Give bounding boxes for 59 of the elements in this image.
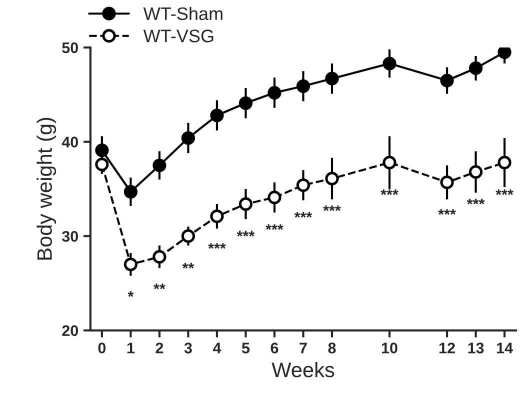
point [325, 172, 339, 186]
point [238, 197, 253, 211]
point [382, 56, 396, 70]
legend-label: WT-Sham [143, 6, 222, 20]
point [210, 108, 224, 122]
annotation: *** [380, 189, 398, 195]
x-axis-title: Weeks [272, 362, 334, 378]
annotation: * [128, 291, 134, 297]
annotation: *** [466, 198, 485, 204]
point [95, 143, 109, 158]
annotation: *** [208, 243, 226, 249]
x-tick-label: 4 [212, 342, 222, 354]
x-tick-label: 0 [98, 342, 106, 354]
x-tick-label: 12 [439, 342, 455, 354]
x-tick-label: 1 [127, 342, 135, 354]
point [468, 165, 483, 179]
x-tick-label: 7 [300, 342, 307, 354]
annotation: *** [266, 224, 284, 230]
point [498, 47, 512, 60]
point [440, 176, 454, 190]
point [382, 156, 396, 170]
point [268, 190, 282, 204]
annotation: ** [154, 284, 166, 290]
x-tick-label: 13 [468, 342, 484, 354]
point [296, 178, 310, 192]
point [325, 72, 339, 86]
point [95, 158, 109, 172]
x-tick-label: 6 [270, 342, 278, 354]
legend-label: WT-VSG [143, 30, 214, 42]
point [152, 158, 166, 172]
point [181, 131, 196, 145]
x-tick-label: 3 [184, 342, 192, 354]
x-tick-label: 14 [497, 342, 513, 354]
y-tick-label: 40 [62, 136, 78, 148]
point [498, 156, 512, 170]
point [468, 61, 483, 76]
annotation: ** [182, 262, 194, 269]
point [181, 229, 196, 243]
point [296, 79, 310, 93]
point [124, 184, 138, 199]
annotation: *** [294, 212, 312, 218]
point [152, 250, 166, 264]
y-axis-title: Body weight (g) [36, 118, 56, 260]
y-tick-label: 20 [62, 325, 78, 336]
x-tick-label: 10 [382, 342, 398, 354]
point [440, 74, 454, 88]
y-tick-label: 50 [62, 42, 78, 54]
point [238, 96, 253, 110]
annotation: *** [323, 205, 341, 212]
point [124, 258, 138, 272]
point [210, 209, 224, 224]
annotation: *** [236, 230, 255, 236]
annotation: *** [438, 209, 456, 215]
x-tick-label: 5 [242, 342, 250, 354]
x-tick-label: 2 [156, 342, 164, 354]
y-tick-label: 30 [62, 230, 78, 242]
annotation: *** [496, 189, 514, 195]
x-tick-label: 8 [328, 342, 336, 354]
point [268, 86, 282, 100]
